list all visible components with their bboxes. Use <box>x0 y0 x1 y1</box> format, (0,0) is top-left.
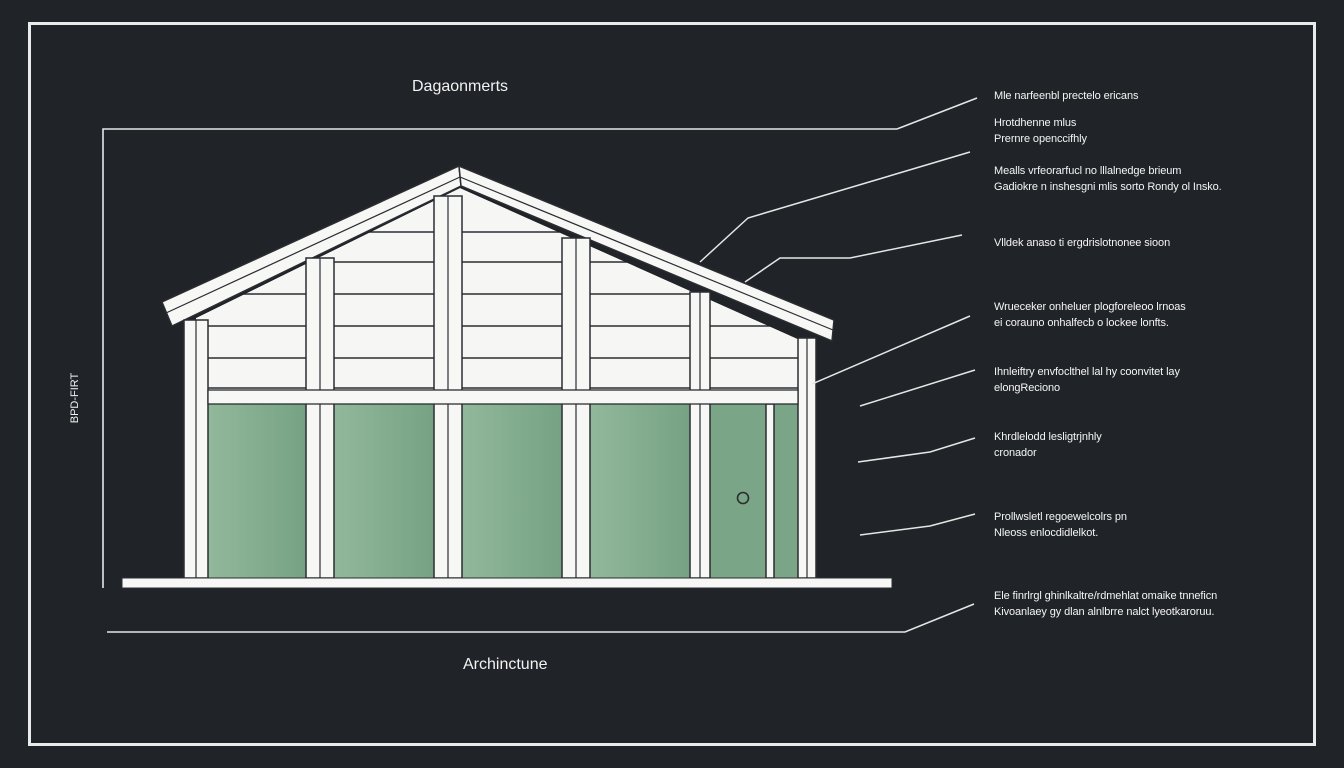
annotation-1: Mle narfeenbl prectelo ericans <box>994 90 1139 102</box>
side-dimension-label: BPD-FIRT <box>69 372 81 424</box>
bottom-dimension-line <box>107 603 975 633</box>
annotation-8: Prollwsletl regoewelcolrs pn Nleoss enlo… <box>994 511 1127 539</box>
glass-panel-5 <box>774 404 798 578</box>
dimension-lines <box>102 97 978 633</box>
annotation-5: Wrueceker onheluer plogforeleoo lrnoas e… <box>994 301 1186 329</box>
annotation-2: Hrotdhenne mlus Prernre openccifhly <box>994 117 1087 145</box>
annotation-7: Khrdlelodd lesligtrjnhly cronador <box>994 431 1102 459</box>
roof <box>150 160 850 345</box>
posts <box>183 195 817 579</box>
glass-panels <box>208 404 798 578</box>
diagram-caption: Archinctune <box>463 656 548 673</box>
glass-panel-1 <box>208 404 306 578</box>
annotation-3: Mealls vrfeorarfucl no lllalnedge brieum… <box>994 165 1222 193</box>
post-door-frame <box>765 403 775 579</box>
leader-line-6 <box>859 369 976 407</box>
glass-door <box>710 404 766 578</box>
leader-line-3 <box>699 151 971 263</box>
leader-line-7 <box>857 437 976 463</box>
upper-wall-fill <box>196 188 800 402</box>
door-handle-icon <box>736 491 750 505</box>
glass-panel-2 <box>334 404 434 578</box>
annotation-4: Vlldek anaso ti ergdrislotnonee sioon <box>994 237 1171 249</box>
top-dimension-line <box>102 97 978 588</box>
leader-line-4 <box>744 234 963 283</box>
leader-line-5 <box>811 315 971 385</box>
ground-slab <box>121 577 893 589</box>
glass-panel-4 <box>590 404 690 578</box>
annotation-9: Ele finrlrgl ghinlkaltre/rdmehlat omaike… <box>994 590 1218 618</box>
annotation-6: Ihnleiftry envfoclthel lal hy coonvitet … <box>994 366 1180 394</box>
leader-line-8 <box>859 513 976 536</box>
leader-lines <box>699 151 976 536</box>
diagram-title: Dagaonmerts <box>412 78 509 95</box>
drawing-frame <box>28 22 1316 746</box>
glass-panel-3 <box>462 404 562 578</box>
header-beam <box>207 389 799 405</box>
